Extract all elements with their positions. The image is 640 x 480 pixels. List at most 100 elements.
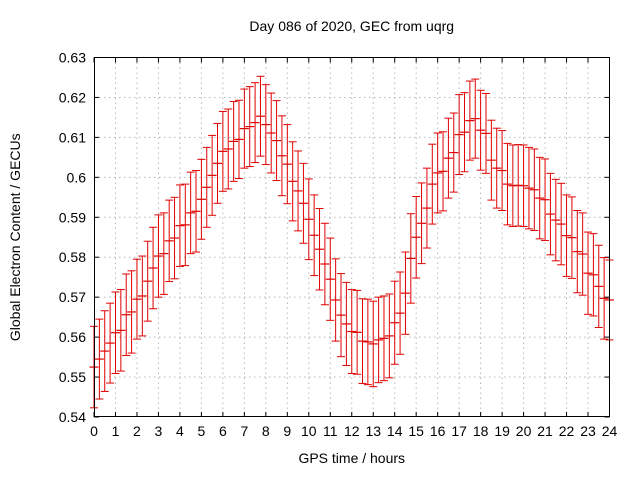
error-bar bbox=[599, 257, 609, 340]
error-bar bbox=[357, 298, 367, 384]
error-bar bbox=[352, 289, 362, 375]
error-bar bbox=[159, 212, 169, 295]
x-tick-label: 6 bbox=[219, 423, 227, 439]
y-tick-label: 0.62 bbox=[59, 89, 86, 105]
error-bar bbox=[336, 273, 346, 358]
error-bar bbox=[191, 170, 201, 253]
error-bar bbox=[94, 318, 104, 400]
error-bar bbox=[438, 131, 448, 212]
error-bar bbox=[594, 244, 604, 329]
y-tick-label: 0.57 bbox=[59, 289, 86, 305]
error-bar-series bbox=[89, 75, 614, 409]
error-bar bbox=[223, 108, 233, 190]
error-bar bbox=[374, 296, 384, 384]
error-bar bbox=[368, 300, 378, 388]
error-bar bbox=[578, 212, 588, 296]
x-tick-label: 14 bbox=[387, 423, 403, 439]
y-tick-label: 0.6 bbox=[67, 169, 87, 185]
y-axis-label: Global Electron Content / GECUs bbox=[7, 133, 23, 341]
x-tick-label: 23 bbox=[580, 423, 596, 439]
error-bar bbox=[588, 233, 598, 317]
error-bar bbox=[545, 172, 555, 256]
error-bar bbox=[132, 258, 142, 340]
error-bar bbox=[406, 213, 416, 304]
error-bar bbox=[143, 240, 153, 322]
error-bar bbox=[116, 289, 126, 372]
error-bar bbox=[153, 214, 163, 298]
error-bar bbox=[465, 80, 475, 161]
x-tick-label: 0 bbox=[90, 423, 98, 439]
y-tick-label: 0.59 bbox=[59, 209, 86, 225]
error-bar bbox=[395, 271, 405, 355]
error-bar bbox=[427, 143, 437, 225]
error-bar bbox=[562, 194, 572, 277]
error-bar bbox=[121, 273, 131, 356]
error-bar bbox=[492, 127, 502, 209]
error-bar bbox=[486, 119, 496, 201]
error-bar bbox=[277, 115, 287, 197]
error-bar bbox=[502, 142, 512, 226]
error-bar bbox=[255, 75, 265, 157]
x-tick-label: 19 bbox=[494, 423, 510, 439]
error-bar bbox=[320, 222, 330, 306]
error-bar bbox=[556, 182, 566, 266]
error-bar bbox=[202, 146, 212, 228]
error-bar bbox=[384, 293, 394, 379]
error-bar bbox=[379, 295, 389, 382]
error-bar bbox=[583, 231, 593, 315]
error-bar bbox=[481, 92, 491, 174]
plot-border bbox=[94, 57, 610, 417]
error-bar bbox=[325, 237, 335, 321]
error-bar bbox=[110, 291, 120, 374]
error-bar bbox=[417, 182, 427, 265]
error-bar bbox=[261, 84, 271, 166]
error-bar bbox=[196, 158, 206, 240]
error-bar bbox=[282, 124, 292, 205]
error-bar bbox=[207, 134, 217, 216]
error-bar bbox=[137, 255, 147, 337]
error-bar bbox=[331, 258, 341, 342]
x-tick-label: 4 bbox=[176, 423, 184, 439]
error-bar bbox=[476, 89, 486, 171]
x-tick-label: 8 bbox=[262, 423, 270, 439]
x-tick-label: 7 bbox=[240, 423, 248, 439]
x-tick-label: 9 bbox=[283, 423, 291, 439]
x-tick-label: 18 bbox=[473, 423, 489, 439]
error-bar bbox=[234, 99, 244, 180]
error-bar bbox=[524, 146, 534, 230]
error-bar bbox=[175, 184, 185, 267]
x-tick-label: 12 bbox=[344, 423, 360, 439]
error-bar bbox=[390, 280, 400, 365]
error-bar bbox=[460, 92, 470, 173]
error-bar bbox=[218, 110, 228, 192]
chart-title: Day 086 of 2020, GEC from uqrg bbox=[249, 18, 454, 34]
x-tick-label: 17 bbox=[451, 423, 467, 439]
error-bar bbox=[347, 289, 357, 374]
x-tick-label: 1 bbox=[112, 423, 120, 439]
error-bar bbox=[272, 100, 282, 182]
error-bar bbox=[540, 158, 550, 241]
x-tick-label: 2 bbox=[133, 423, 141, 439]
error-bar bbox=[127, 270, 137, 354]
error-bar bbox=[567, 196, 577, 279]
x-tick-label: 10 bbox=[301, 423, 317, 439]
error-bar bbox=[105, 302, 115, 384]
x-tick-label: 15 bbox=[408, 423, 424, 439]
error-bar bbox=[186, 171, 196, 255]
error-bar bbox=[433, 132, 443, 214]
error-bar bbox=[170, 196, 180, 280]
y-tick-label: 0.61 bbox=[59, 129, 86, 145]
x-tick-label: 20 bbox=[516, 423, 532, 439]
x-tick-label: 24 bbox=[602, 423, 618, 439]
error-bar bbox=[213, 122, 223, 204]
error-bar bbox=[245, 86, 255, 168]
error-bar bbox=[400, 251, 410, 335]
tick-labels: 0 1 2 3 4 5 6 7 8 9 10 11 12 13 14 15 16 17 18 19 20 21 22 23 24… bbox=[59, 50, 618, 440]
error-bar bbox=[572, 209, 582, 294]
y-tick-label: 0.54 bbox=[59, 409, 86, 425]
x-tick-label: 16 bbox=[430, 423, 446, 439]
error-bar bbox=[529, 148, 539, 231]
error-bar bbox=[443, 117, 453, 199]
